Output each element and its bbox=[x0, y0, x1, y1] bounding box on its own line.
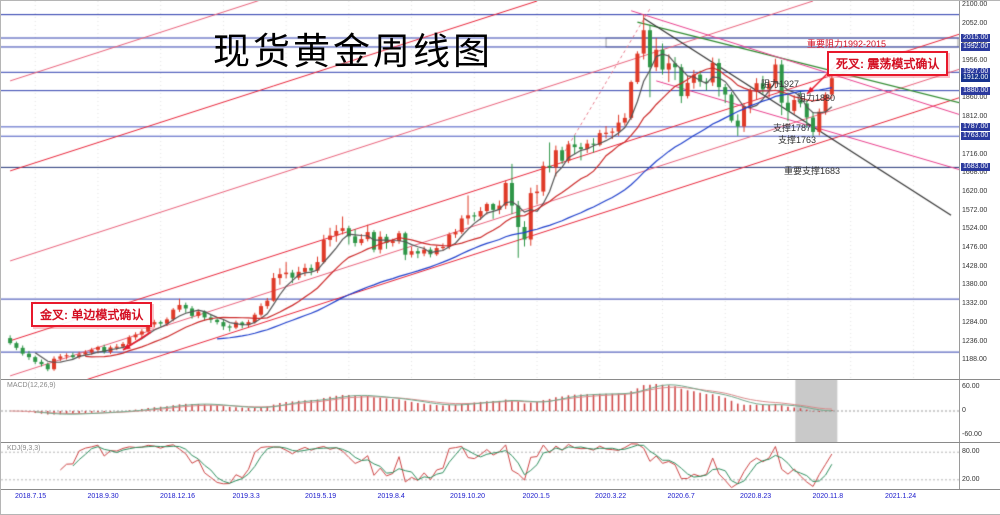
resistance-1880-label: 阻力1880 bbox=[797, 93, 836, 103]
axis-label: 0 bbox=[962, 407, 966, 414]
axis-label: 1956.00 bbox=[962, 57, 988, 64]
axis-label: 2100.00 bbox=[962, 0, 988, 8]
price-axis: 2100.002052.002004.001956.001908.001860.… bbox=[959, 1, 1000, 379]
macd-panel: MACD(12,26,9) 60.00 0 -60.00 bbox=[1, 380, 1000, 443]
axis-label: 1912.00 bbox=[961, 74, 991, 83]
date-label: 2019.5.19 bbox=[305, 493, 337, 500]
date-label: 2018.12.16 bbox=[160, 493, 196, 500]
date-label: 2021.1.24 bbox=[885, 493, 917, 500]
axis-label: 1188.00 bbox=[962, 356, 987, 364]
main-chart-canvas[interactable] bbox=[1, 1, 959, 379]
date-label: 2020.11.8 bbox=[812, 493, 844, 500]
axis-label: 1787.00 bbox=[961, 122, 991, 131]
chart-title: 现货黄金周线图 bbox=[213, 30, 493, 73]
axis-label: 1763.00 bbox=[961, 132, 991, 141]
macd-axis: 60.00 0 -60.00 bbox=[959, 380, 1000, 442]
resistance-1927-label: 阻力1927 bbox=[761, 79, 800, 89]
axis-label: 1476.00 bbox=[962, 244, 988, 252]
axis-label: 1716.00 bbox=[962, 150, 988, 158]
axis-label: 1380.00 bbox=[962, 281, 988, 289]
axis-label: 1428.00 bbox=[962, 262, 988, 270]
kdj-canvas[interactable] bbox=[1, 443, 959, 489]
date-label: 2020.6.7 bbox=[667, 493, 695, 500]
major-support-1683-label: 重要支撑1683 bbox=[784, 166, 841, 176]
date-label: 2018.9.30 bbox=[87, 493, 119, 500]
axis-label: -60.00 bbox=[962, 431, 982, 438]
axis-label: 1620.00 bbox=[962, 187, 988, 195]
macd-canvas[interactable] bbox=[1, 380, 959, 442]
axis-label: 1683.00 bbox=[961, 163, 991, 172]
date-label: 2018.7.15 bbox=[15, 493, 47, 500]
axis-label: 80.00 bbox=[962, 448, 980, 456]
time-axis[interactable]: 2018.7.15 2018.9.30 2018.12.16 2019.3.3 2019… bbox=[1, 490, 1000, 513]
axis-label: 1236.00 bbox=[962, 337, 988, 345]
axis-label: 1284.00 bbox=[962, 318, 988, 326]
golden-cross-annotation[interactable]: 金叉: 单边模式确认 bbox=[31, 302, 153, 327]
resistance-zone-label: 重要阻力1992-2015 bbox=[807, 39, 887, 49]
date-label: 2019.3.3 bbox=[232, 493, 260, 500]
support-1763-label: 支撑1763 bbox=[778, 135, 817, 145]
axis-label: 1812.00 bbox=[962, 113, 988, 121]
macd-indicator-label: MACD(12,26,9) bbox=[7, 382, 56, 389]
axis-label: 1524.00 bbox=[962, 225, 988, 233]
death-cross-annotation[interactable]: 死叉: 震荡模式确认 bbox=[827, 51, 949, 76]
kdj-axis: 80.00 20.00 bbox=[959, 443, 1000, 489]
date-label: 2019.8.4 bbox=[377, 493, 405, 500]
axis-label: 1927.00 bbox=[961, 68, 991, 77]
kdj-indicator-label: KDJ(9,3,3) bbox=[7, 445, 41, 452]
support-1787-label: 支撑1787 bbox=[773, 123, 812, 133]
kdj-panel: KDJ(9,3,3) 80.00 20.00 bbox=[1, 443, 1000, 490]
axis-label: 2015.00 bbox=[961, 34, 991, 43]
date-label: 2020.3.22 bbox=[595, 493, 627, 500]
axis-label: 1668.00 bbox=[962, 169, 988, 177]
axis-label: 60.00 bbox=[962, 383, 980, 390]
axis-label: 2052.00 bbox=[962, 19, 988, 27]
axis-label: 1332.00 bbox=[962, 300, 988, 308]
axis-label: 1572.00 bbox=[962, 206, 988, 214]
axis-label: 1860.00 bbox=[962, 94, 988, 102]
main-chart-panel: 现货黄金周线图 死叉: 震荡模式确认 金叉: 单边模式确认 重要阻力1992-2… bbox=[1, 1, 1000, 380]
date-label: 2019.10.20 bbox=[450, 493, 486, 500]
axis-label: 1880.00 bbox=[961, 86, 991, 95]
date-label: 2020.8.23 bbox=[740, 493, 772, 500]
axis-label: 20.00 bbox=[962, 475, 980, 483]
date-label: 2020.1.5 bbox=[522, 493, 550, 500]
axis-label: 1992.00 bbox=[961, 42, 991, 51]
